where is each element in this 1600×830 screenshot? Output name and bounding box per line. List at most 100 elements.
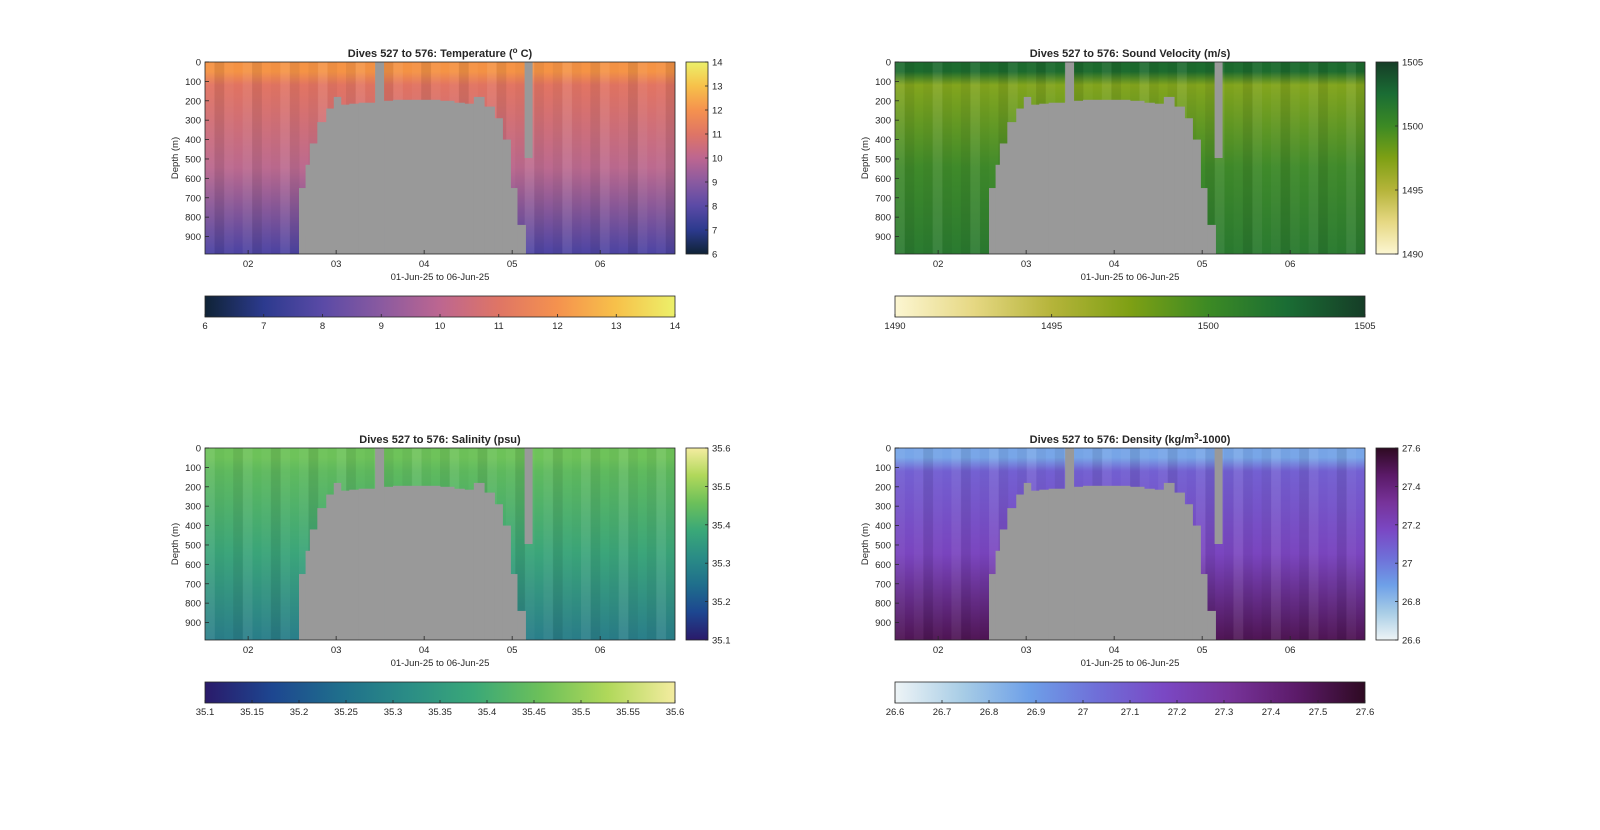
bottom-colorbar-label: 35.3: [384, 707, 403, 718]
y-tick-label: 700: [185, 579, 201, 590]
x-tick-label: 05: [1197, 645, 1208, 656]
data-column: [1318, 62, 1328, 254]
data-column: [656, 62, 666, 254]
side-colorbar-label: 35.2: [712, 597, 731, 608]
data-column: [261, 62, 271, 254]
no-data-region: [517, 224, 526, 254]
data-column: [1290, 448, 1300, 640]
bottom-colorbar-label: 35.2: [290, 707, 309, 718]
no-data-region: [1130, 100, 1145, 255]
data-column: [581, 62, 591, 254]
data-column: [609, 448, 619, 640]
data-column: [942, 448, 952, 640]
data-column: [923, 62, 933, 254]
bottom-colorbar-label: 27.1: [1121, 707, 1140, 718]
side-colorbar-label: 27.4: [1402, 482, 1421, 493]
axes-box: [204, 447, 676, 641]
y-tick-label: 0: [886, 444, 891, 455]
no-data-region: [1154, 489, 1165, 640]
no-data-spike: [524, 62, 533, 158]
no-data-region: [440, 100, 455, 255]
data-column: [1290, 62, 1300, 254]
bottom-colorbar-label: 26.9: [1027, 707, 1046, 718]
data-column: [562, 62, 573, 254]
data-column: [1242, 448, 1253, 640]
y-tick-label: 200: [185, 482, 201, 493]
data-column: [914, 62, 924, 254]
y-tick-label: 300: [185, 116, 201, 127]
side-colorbar: [1375, 61, 1399, 255]
x-axis-label: 01-Jun-25 to 06-Jun-25: [391, 658, 490, 669]
bottom-colorbar-label: 27: [1078, 707, 1089, 718]
y-tick-label: 500: [875, 540, 891, 551]
side-colorbar-label: 26.8: [1402, 597, 1421, 608]
y-tick-label: 300: [185, 502, 201, 513]
no-data-region: [299, 188, 306, 254]
data-column: [270, 448, 281, 640]
no-data-region: [1074, 486, 1084, 640]
x-tick-label: 02: [243, 645, 254, 656]
y-tick-label: 300: [875, 116, 891, 127]
no-data-region: [375, 487, 385, 640]
data-column: [618, 448, 629, 640]
y-tick-label: 800: [185, 213, 201, 224]
no-data-region: [1074, 100, 1084, 255]
data-column: [224, 62, 234, 254]
data-column: [252, 448, 262, 640]
no-data-region: [384, 100, 394, 255]
no-data-region: [1007, 508, 1017, 640]
data-column: [1308, 62, 1319, 254]
no-data-region: [1184, 118, 1193, 254]
data-column: [895, 448, 905, 640]
y-axis-label: Depth (m): [860, 137, 871, 179]
bottom-colorbar-label: 35.6: [666, 707, 685, 718]
bottom-colorbar-label: 1500: [1198, 321, 1219, 332]
y-tick-label: 400: [185, 521, 201, 532]
data-column: [552, 448, 563, 640]
no-data-region: [464, 489, 475, 640]
no-data-spike: [375, 62, 385, 158]
side-colorbar-label: 8: [712, 202, 717, 213]
data-column: [970, 448, 980, 640]
no-data-region: [1174, 106, 1185, 254]
data-column: [960, 62, 971, 254]
no-data-spike: [524, 448, 533, 544]
side-colorbar-label: 27.2: [1402, 520, 1421, 531]
x-tick-label: 05: [507, 645, 518, 656]
x-tick-label: 06: [595, 259, 606, 270]
data-column: [572, 62, 582, 254]
no-data-region: [484, 106, 495, 254]
side-colorbar-label: 27.6: [1402, 444, 1421, 455]
side-colorbar-label: 35.4: [712, 520, 731, 531]
y-tick-label: 700: [875, 193, 891, 204]
side-colorbar: [685, 447, 709, 641]
no-data-spike: [375, 448, 385, 544]
data-column: [913, 448, 924, 640]
side-colorbar-label: 35.1: [712, 636, 731, 647]
no-data-region: [349, 103, 360, 255]
no-data-region: [349, 489, 360, 640]
no-data-region: [510, 574, 518, 640]
no-data-region: [1192, 139, 1201, 254]
data-column: [543, 448, 554, 640]
data-column: [590, 62, 601, 254]
y-tick-label: 0: [196, 58, 201, 69]
y-tick-label: 100: [185, 77, 201, 88]
no-data-region: [393, 99, 441, 255]
bottom-colorbar-label: 14: [670, 321, 681, 332]
chart-title: Dives 527 to 576: Density (kg/m3-1000): [1030, 432, 1231, 447]
bottom-colorbar-label: 27.6: [1356, 707, 1375, 718]
y-tick-label: 500: [185, 154, 201, 165]
no-data-region: [995, 550, 1001, 640]
x-tick-label: 03: [331, 645, 342, 656]
data-column: [289, 62, 300, 254]
no-data-region: [989, 574, 996, 640]
panel-density: Dives 527 to 576: Density (kg/m3-1000)01…: [860, 432, 1421, 719]
data-column: [1355, 62, 1366, 254]
data-column: [1271, 62, 1281, 254]
no-data-region: [494, 504, 503, 640]
no-data-region: [1065, 487, 1075, 640]
data-column: [932, 62, 943, 254]
no-data-region: [989, 188, 996, 254]
side-colorbar-label: 26.6: [1402, 636, 1421, 647]
